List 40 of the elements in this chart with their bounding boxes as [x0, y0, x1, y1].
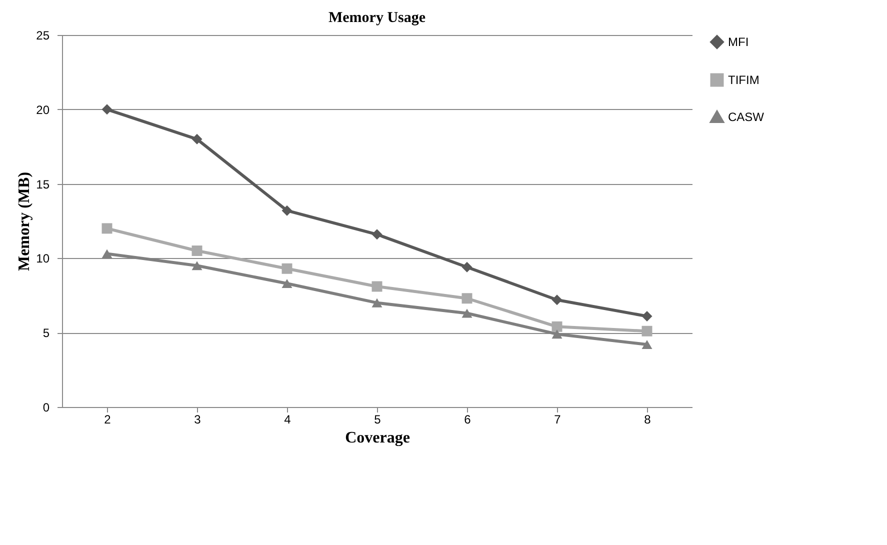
point [102, 249, 112, 258]
legend-label: CASW [728, 110, 765, 124]
point [282, 263, 292, 274]
point [372, 281, 382, 292]
point [462, 308, 472, 318]
point [552, 321, 562, 332]
x-tick-label: 6 [464, 412, 472, 426]
point [102, 223, 112, 234]
point [102, 104, 112, 115]
point [552, 294, 562, 306]
point [642, 326, 652, 336]
x-tick-label: 2 [104, 412, 112, 426]
point [192, 134, 202, 144]
point [642, 340, 652, 350]
x-tick-label: 8 [644, 412, 652, 426]
x-tick-label: 5 [374, 412, 382, 426]
point [642, 310, 652, 322]
y-tick-label: 25 [36, 28, 50, 42]
y-tick-label: 0 [42, 400, 50, 414]
point [192, 261, 202, 270]
point [192, 246, 202, 256]
point [282, 205, 292, 216]
point [462, 293, 472, 304]
y-tick-label: 15 [36, 177, 50, 192]
x-tick-label: 7 [554, 412, 562, 426]
point [372, 229, 382, 240]
point [372, 298, 382, 308]
x-tick-label: 3 [194, 412, 202, 426]
y-tick-label: 10 [36, 252, 50, 266]
y-tick-label: 20 [36, 102, 50, 117]
point [552, 330, 562, 339]
legend-label: MFI [728, 35, 749, 49]
x-tick-label: 4 [284, 412, 292, 426]
x-axis-title: Coverage [345, 430, 410, 446]
legend-label: TIFIM [728, 73, 760, 87]
y-tick-label: 5 [42, 326, 50, 340]
chart-title: Memory Usage [328, 10, 426, 26]
point [282, 278, 292, 288]
y-axis-title: Memory (MB) [16, 172, 34, 272]
point [462, 262, 472, 272]
